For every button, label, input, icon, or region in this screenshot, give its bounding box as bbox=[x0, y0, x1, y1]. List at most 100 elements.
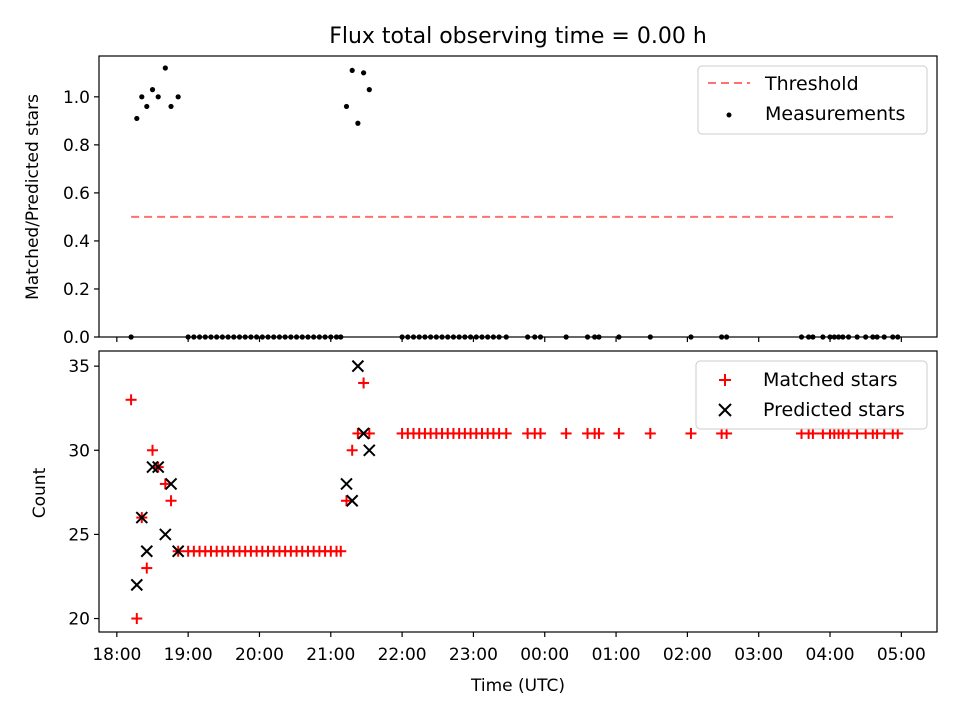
measurement-point bbox=[155, 94, 161, 100]
predicted-x-b bbox=[135, 511, 148, 524]
predicted-star-point bbox=[140, 545, 153, 558]
predicted-x-b bbox=[340, 477, 353, 491]
matched-star-point bbox=[159, 478, 171, 490]
top-axes-frame bbox=[98, 55, 938, 338]
predicted-x-b bbox=[146, 460, 159, 474]
top-chart-title: Flux total observing time = 0.00 h bbox=[329, 24, 707, 49]
predicted-star-point bbox=[351, 359, 365, 373]
predicted-star-point bbox=[146, 460, 159, 474]
matched-star-point bbox=[500, 427, 512, 439]
top-panel: Flux total observing time = 0.00 h Match… bbox=[23, 24, 938, 348]
matched-star-point bbox=[892, 427, 904, 439]
measurement-point bbox=[168, 103, 174, 110]
predicted-star-point bbox=[130, 578, 144, 592]
matched-star-point bbox=[644, 427, 656, 439]
top-y-tick-label: 0.4 bbox=[63, 232, 90, 252]
x-tick-label: 19:00 bbox=[164, 645, 213, 665]
predicted-x-b bbox=[351, 359, 365, 373]
matched-star-point bbox=[340, 495, 352, 507]
bottom-legend: Matched stars Predicted stars bbox=[695, 360, 928, 430]
matched-star-point bbox=[593, 427, 605, 439]
bottom-y-axis-label: Count bbox=[30, 467, 50, 518]
bottom-panel: Count Time (UTC) 20 25 30 35 18:00 19:00 20:0… bbox=[30, 350, 938, 696]
top-legend-box bbox=[697, 65, 928, 135]
predicted-x-b bbox=[357, 427, 370, 440]
x-tick-label: 21:00 bbox=[306, 645, 355, 665]
matched-star-point bbox=[125, 394, 137, 406]
top-y-ticks: 0.0 0.2 0.4 0.6 0.8 1.0 bbox=[63, 88, 99, 348]
predicted-x-b bbox=[140, 545, 153, 558]
top-y-tick-label: 0.2 bbox=[63, 280, 90, 300]
measurement-point bbox=[134, 115, 140, 122]
measurement-point bbox=[349, 67, 355, 74]
bottom-y-tick-label: 35 bbox=[68, 357, 90, 377]
x-tick-label: 05:00 bbox=[877, 645, 926, 665]
measurement-point bbox=[162, 65, 168, 71]
predicted-star-point bbox=[340, 477, 353, 491]
bottom-y-tick-label: 30 bbox=[68, 441, 90, 461]
matched-star-point bbox=[335, 545, 347, 557]
top-y-tick-label: 0.6 bbox=[63, 184, 90, 204]
matched-star-point bbox=[613, 427, 625, 439]
top-x-ticks bbox=[116, 337, 902, 342]
top-y-axis-label: Matched/Predicted stars bbox=[23, 94, 43, 300]
measurement-point bbox=[175, 94, 181, 100]
legend-matched-marker bbox=[719, 374, 731, 386]
predicted-star-point bbox=[135, 511, 148, 524]
matched-star-point bbox=[358, 377, 370, 389]
top-y-tick-label: 0.8 bbox=[63, 136, 90, 156]
x-tick-label: 00:00 bbox=[520, 645, 569, 665]
measurement-point bbox=[139, 94, 145, 100]
bottom-y-ticks: 20 25 30 35 bbox=[68, 357, 99, 630]
matched-star-point bbox=[534, 427, 546, 439]
bottom-x-ticks: 18:00 19:00 20:00 21:00 22:00 23:00 00:00 01:00… bbox=[92, 632, 926, 665]
measurement-point bbox=[144, 103, 150, 110]
x-tick-label: 02:00 bbox=[663, 645, 712, 665]
x-tick-label: 23:00 bbox=[449, 645, 498, 665]
predicted-star-point bbox=[159, 528, 172, 541]
predicted-x-b bbox=[363, 444, 376, 457]
legend-measurements-marker bbox=[726, 112, 732, 118]
x-tick-label: 01:00 bbox=[592, 645, 641, 665]
matched-star-point bbox=[346, 444, 358, 456]
matched-star-point bbox=[352, 427, 364, 439]
top-legend: Threshold Measurements bbox=[697, 65, 928, 135]
matched-star-point bbox=[560, 427, 572, 439]
x-tick-label: 03:00 bbox=[734, 645, 783, 665]
x-tick-label: 18:00 bbox=[92, 645, 141, 665]
matched-star-point bbox=[807, 427, 819, 439]
bottom-y-tick-label: 20 bbox=[68, 610, 90, 630]
measurement-point bbox=[360, 70, 367, 76]
predicted-star-point bbox=[164, 477, 178, 491]
matched-star-point bbox=[165, 495, 177, 507]
predicted-star-point bbox=[357, 427, 370, 440]
matched-star-point bbox=[721, 427, 733, 439]
predicted-x-b bbox=[151, 460, 165, 474]
predicted-x-b bbox=[345, 494, 359, 507]
predicted-star-point bbox=[345, 494, 359, 507]
x-tick-label: 20:00 bbox=[235, 645, 284, 665]
matched-star-point bbox=[131, 613, 143, 625]
legend-threshold-label: Threshold bbox=[764, 73, 859, 95]
matched-star-point bbox=[141, 562, 153, 574]
top-y-tick-label: 0.0 bbox=[63, 328, 90, 348]
bottom-legend-box bbox=[695, 360, 928, 430]
predicted-x-b bbox=[171, 545, 185, 558]
x-axis-label: Time (UTC) bbox=[470, 676, 565, 696]
bottom-y-tick-label: 25 bbox=[68, 525, 90, 545]
measurement-point bbox=[343, 103, 350, 110]
matched-star-point bbox=[363, 427, 375, 439]
bottom-axes-frame bbox=[98, 350, 938, 633]
measurement-point bbox=[355, 120, 361, 126]
top-y-tick-label: 1.0 bbox=[63, 88, 90, 108]
measurement-point bbox=[366, 87, 372, 93]
legend-measurements-label: Measurements bbox=[765, 103, 905, 125]
measurement-point bbox=[149, 87, 156, 93]
predicted-x-b bbox=[159, 528, 172, 541]
legend-matched-label: Matched stars bbox=[763, 369, 897, 391]
bottom-plot-area bbox=[125, 359, 904, 625]
x-tick-label: 22:00 bbox=[378, 645, 427, 665]
matched-star-point bbox=[685, 427, 697, 439]
legend-predicted-marker bbox=[718, 403, 732, 417]
